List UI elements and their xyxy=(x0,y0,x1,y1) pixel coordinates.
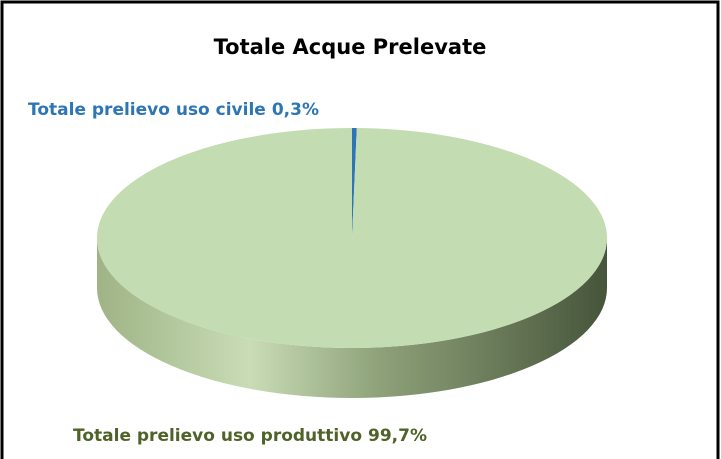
slice-label-name: Totale prelievo uso produttivo xyxy=(73,426,362,446)
pie-slice xyxy=(352,128,357,238)
slice-label-value: 99,7% xyxy=(368,426,427,446)
chart-title: Totale Acque Prelevate xyxy=(214,35,487,59)
pie-side xyxy=(97,238,607,398)
slice-label: Totale prelievo uso produttivo 99,7% xyxy=(73,426,427,446)
slice-label-value: 0,3% xyxy=(272,100,319,120)
slice-label: Totale prelievo uso civile 0,3% xyxy=(28,100,319,120)
pie-slice xyxy=(96,128,607,348)
slice-label-name: Totale prelievo uso civile xyxy=(28,100,266,120)
